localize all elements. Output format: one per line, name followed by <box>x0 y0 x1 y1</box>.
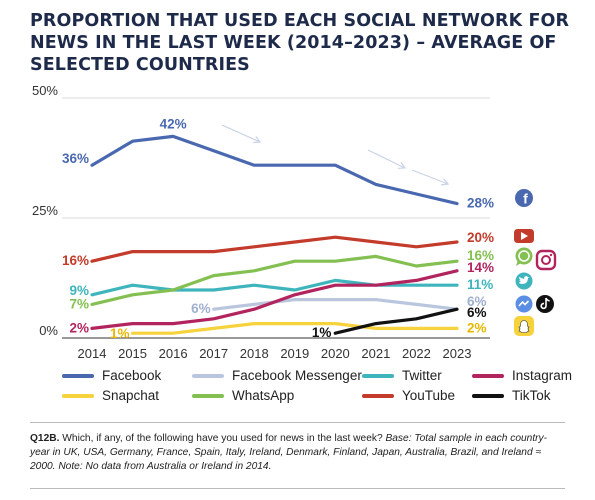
legend-swatch <box>472 373 504 378</box>
y-tick-label: 0% <box>39 323 58 338</box>
series-line-snapchat <box>131 322 459 335</box>
data-label-instagram: 14% <box>467 260 494 275</box>
legend-swatch <box>362 373 394 378</box>
footnote: Q12B. Which, if any, of the following ha… <box>30 432 560 474</box>
legend-swatch <box>362 393 394 398</box>
youtube-icon <box>514 229 534 243</box>
chart-title: PROPORTION THAT USED EACH SOCIAL NETWORK… <box>30 11 570 75</box>
series-line-tiktok <box>333 307 459 335</box>
twitter-icon <box>515 272 533 290</box>
x-tick-label: 2022 <box>402 346 431 361</box>
x-tick-label: 2017 <box>199 346 228 361</box>
messenger-icon <box>515 295 533 313</box>
x-tick-label: 2021 <box>361 346 390 361</box>
data-label-facebook-messenger: 6% <box>467 294 487 309</box>
legend-label: Snapchat <box>102 388 160 403</box>
legend-swatch <box>62 393 94 398</box>
series-line-facebook <box>90 134 459 206</box>
data-label-whatsapp: 16% <box>467 248 494 263</box>
data-label-snapchat: 1% <box>110 326 130 341</box>
legend-item-facebook-messenger: Facebook Messenger <box>192 368 362 383</box>
data-label-tiktok: 6% <box>467 305 487 320</box>
legend-item-twitter: Twitter <box>362 368 442 383</box>
footnote-label: Q12B. <box>30 433 60 444</box>
line-chart: 0% 25% 50% 2014 2015 2016 2017 2018 2019 2020 2021… <box>32 83 557 361</box>
divider-bottom <box>30 488 565 489</box>
data-label-instagram: 2% <box>69 320 89 335</box>
data-label-youtube: 16% <box>62 253 89 268</box>
footnote-base: Base: Total sample in each country-year … <box>30 433 548 472</box>
data-label-facebook: 36% <box>62 151 89 166</box>
trend-arrow-head <box>440 178 450 186</box>
legend-label: TikTok <box>512 388 551 403</box>
y-tick-label: 25% <box>32 203 58 218</box>
legend-item-facebook: Facebook <box>62 368 161 383</box>
instagram-icon <box>535 249 557 271</box>
legend-label: Twitter <box>402 368 442 383</box>
legend-label: Facebook Messenger <box>232 368 362 383</box>
legend-swatch <box>62 373 94 378</box>
legend-item-tiktok: TikTok <box>472 388 551 403</box>
x-tick-label: 2016 <box>159 346 188 361</box>
divider-top <box>30 422 565 423</box>
legend-swatch <box>192 393 224 398</box>
y-tick-label: 50% <box>32 83 58 98</box>
data-label-facebook: 28% <box>467 196 494 211</box>
series-line-twitter <box>90 278 459 297</box>
svg-text:f: f <box>523 191 528 207</box>
data-label-twitter: 11% <box>467 277 493 292</box>
legend-swatch <box>192 373 224 378</box>
whatsapp-icon <box>515 247 533 266</box>
series-line-instagram <box>90 269 459 330</box>
snapchat-icon <box>514 316 534 336</box>
trend-arrow-line <box>221 124 261 143</box>
x-tick-label: 2014 <box>78 346 107 361</box>
data-label-tiktok: 1% <box>312 325 332 340</box>
legend-item-youtube: YouTube <box>362 388 455 403</box>
trend-arrow-line <box>367 149 406 169</box>
legend-label: YouTube <box>402 388 456 403</box>
trend-arrow-head <box>252 136 262 144</box>
legend-label: Facebook <box>102 368 162 383</box>
legend-item-instagram: Instagram <box>472 368 572 383</box>
x-tick-label: 2018 <box>240 346 269 361</box>
tiktok-icon <box>536 295 554 313</box>
data-label-youtube: 20% <box>467 230 494 245</box>
legend-item-snapchat: Snapchat <box>62 388 159 403</box>
trend-arrow-line <box>411 169 449 185</box>
facebook-icon: f <box>515 189 533 207</box>
series-line-youtube <box>90 235 459 263</box>
series-line-whatsapp <box>90 254 459 306</box>
data-label-twitter: 9% <box>69 283 89 298</box>
x-tick-label: 2023 <box>443 346 472 361</box>
data-label-whatsapp: 7% <box>69 296 89 311</box>
legend-label: WhatsApp <box>232 388 295 403</box>
data-label-facebook-messenger: 6% <box>191 301 211 316</box>
legend-item-whatsapp: WhatsApp <box>192 388 294 403</box>
x-tick-label: 2020 <box>321 346 350 361</box>
x-tick-label: 2015 <box>118 346 147 361</box>
x-tick-label: 2019 <box>280 346 309 361</box>
series-line-facebook-messenger <box>212 298 459 311</box>
footnote-question: Which, if any, of the following have you… <box>62 433 383 444</box>
legend-swatch <box>472 393 504 398</box>
data-label-facebook: 42% <box>160 116 187 131</box>
trend-arrow-head <box>397 161 407 169</box>
legend-label: Instagram <box>512 368 573 383</box>
data-label-snapchat: 2% <box>467 320 487 335</box>
